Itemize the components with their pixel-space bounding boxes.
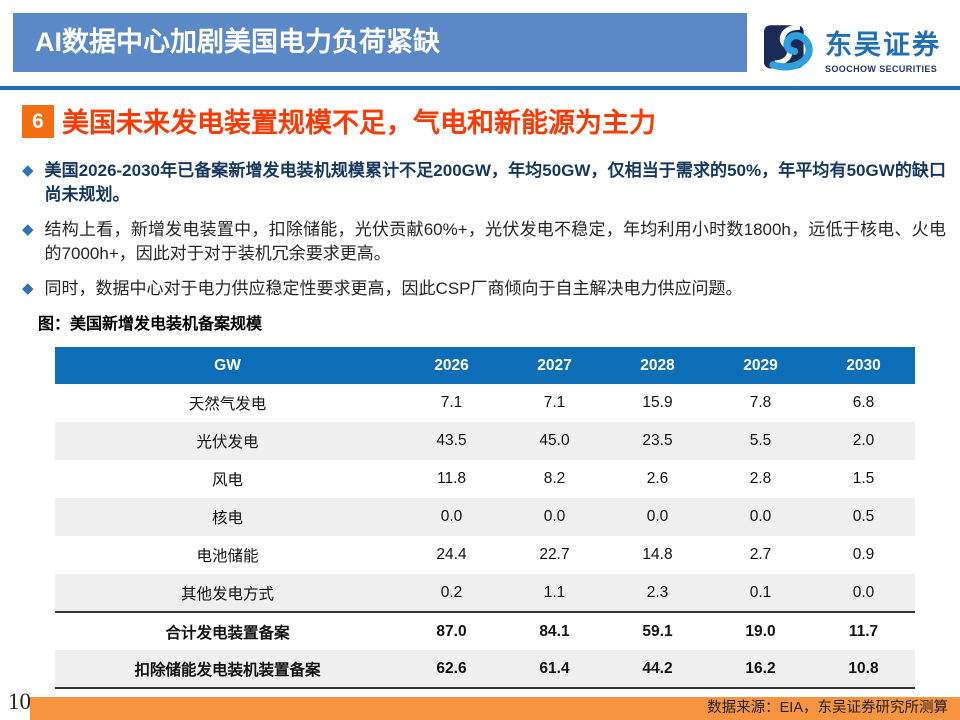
column-header: 2027 (503, 347, 606, 384)
page-number: 10 (8, 689, 31, 714)
value-cell: 84.1 (503, 611, 606, 650)
value-cell: 7.8 (749, 394, 772, 411)
value-cell: 23.5 (642, 432, 673, 449)
value-cell: 7.1 (440, 394, 463, 411)
header-divider (0, 86, 960, 90)
value-cell: 14.8 (642, 546, 673, 563)
table-row: 电池储能 24.4 22.7 14.8 2.7 0.9 (55, 536, 915, 574)
value-cell: 0.0 (646, 508, 669, 525)
section-title: 美国未来发电装置规模不足，气电和新能源为主力 (62, 108, 656, 138)
value-cell: 1.5 (852, 470, 875, 487)
column-header: 2030 (812, 347, 915, 384)
bullet-item: ◆ 结构上看，新增发电装置中，扣除储能，光伏贡献60%+，光伏发电不稳定，年均利… (22, 218, 946, 266)
value-cell: 0.0 (543, 508, 566, 525)
data-source-text: 数据来源：EIA，东吴证券研究所测算 (707, 700, 948, 716)
value-cell: 62.6 (400, 650, 503, 689)
row-label: 核电 (211, 510, 243, 527)
column-header: 2026 (400, 347, 503, 384)
value-cell: 2.0 (852, 432, 875, 449)
value-cell: 2.8 (749, 470, 772, 487)
diamond-bullet-icon: ◆ (22, 280, 34, 297)
value-cell: 0.0 (440, 508, 463, 525)
value-cell: 7.1 (543, 394, 566, 411)
table-row: 天然气发电 7.1 7.1 15.9 7.8 6.8 (55, 384, 915, 422)
value-cell: 22.7 (539, 546, 570, 563)
column-header: GW (55, 347, 400, 384)
value-cell: 11.8 (436, 470, 467, 487)
value-cell: 24.4 (436, 546, 467, 563)
value-cell: 0.0 (749, 508, 772, 525)
logo-text-cn: 东吴证券 (825, 29, 941, 60)
table-row-total: 扣除储能发电装机装置备案 62.6 61.4 44.2 16.2 10.8 (55, 650, 915, 689)
value-cell: 0.1 (749, 583, 772, 601)
row-label: 其他发电方式 (180, 585, 274, 603)
value-cell: 44.2 (606, 650, 709, 689)
bullet-text: 结构上看，新增发电装置中，扣除储能，光伏贡献60%+，光伏发电不稳定，年均利用小… (44, 220, 946, 263)
value-cell: 2.3 (646, 583, 669, 601)
section-number-badge: 6 (22, 105, 54, 138)
value-cell: 8.2 (543, 470, 566, 487)
value-cell: 19.0 (709, 611, 812, 650)
bullet-text: 美国2026-2030年已备案新增发电装机规模累计不足200GW，年均50GW，… (44, 161, 946, 204)
row-label: 合计发电装置备案 (55, 611, 400, 650)
row-label: 扣除储能发电装机装置备案 (55, 650, 400, 689)
slide-title-bar: AI数据中心加剧美国电力负荷紧缺 (13, 13, 747, 72)
column-header: 2028 (606, 347, 709, 384)
column-header: 2029 (709, 347, 812, 384)
value-cell: 16.2 (709, 650, 812, 689)
value-cell: 11.7 (812, 611, 915, 650)
value-cell: 59.1 (606, 611, 709, 650)
value-cell: 5.5 (749, 432, 772, 449)
slide-title: AI数据中心加剧美国电力负荷紧缺 (35, 27, 440, 57)
table-header-row: GW 2026 2027 2028 2029 2030 (55, 347, 915, 384)
value-cell: 0.5 (852, 508, 875, 525)
logo-text-en: SOOCHOW SECURITIES (825, 63, 938, 74)
value-cell: 15.9 (642, 394, 673, 411)
row-label: 光伏发电 (196, 434, 259, 451)
row-label: 天然气发电 (188, 396, 267, 413)
table-row: 光伏发电 43.5 45.0 23.5 5.5 2.0 (55, 422, 915, 460)
bullet-text: 同时，数据中心对于电力供应稳定性要求更高，因此CSP厂商倾向于自主解决电力供应问… (44, 279, 743, 298)
table-row: 风电 11.8 8.2 2.6 2.8 1.5 (55, 460, 915, 498)
row-label: 电池储能 (196, 548, 259, 565)
soochow-logo: 东吴证券 SOOCHOW SECURITIES (764, 20, 946, 76)
value-cell: 2.7 (749, 546, 772, 563)
table-row-total: 合计发电装置备案 87.0 84.1 59.1 19.0 11.7 (55, 611, 915, 650)
value-cell: 10.8 (812, 650, 915, 689)
value-cell: 0.0 (852, 583, 875, 601)
diamond-bullet-icon: ◆ (22, 162, 34, 179)
value-cell: 6.8 (852, 394, 875, 411)
bullet-item: ◆ 同时，数据中心对于电力供应稳定性要求更高，因此CSP厂商倾向于自主解决电力供… (22, 277, 946, 301)
value-cell: 45.0 (539, 432, 570, 449)
table-row: 其他发电方式 0.2 1.1 2.3 0.1 0.0 (55, 574, 915, 612)
value-cell: 87.0 (400, 611, 503, 650)
table-caption: 图：美国新增发电装机备案规模 (38, 316, 263, 333)
value-cell: 43.5 (436, 432, 467, 449)
value-cell: 1.1 (543, 583, 566, 601)
row-label: 风电 (211, 472, 243, 489)
bullet-list: ◆ 美国2026-2030年已备案新增发电装机规模累计不足200GW，年均50G… (22, 159, 946, 312)
value-cell: 2.6 (646, 470, 669, 487)
table-row: 核电 0.0 0.0 0.0 0.0 0.5 (55, 498, 915, 536)
bullet-item: ◆ 美国2026-2030年已备案新增发电装机规模累计不足200GW，年均50G… (22, 159, 946, 207)
diamond-bullet-icon: ◆ (22, 221, 34, 238)
capacity-table: GW 2026 2027 2028 2029 2030 天然气发电 7.1 7.… (55, 347, 915, 689)
footer-bar: 数据来源：EIA，东吴证券研究所测算 (30, 697, 960, 720)
soochow-logo-icon (764, 20, 818, 77)
value-cell: 0.2 (440, 583, 463, 601)
value-cell: 61.4 (503, 650, 606, 689)
value-cell: 0.9 (852, 546, 875, 563)
